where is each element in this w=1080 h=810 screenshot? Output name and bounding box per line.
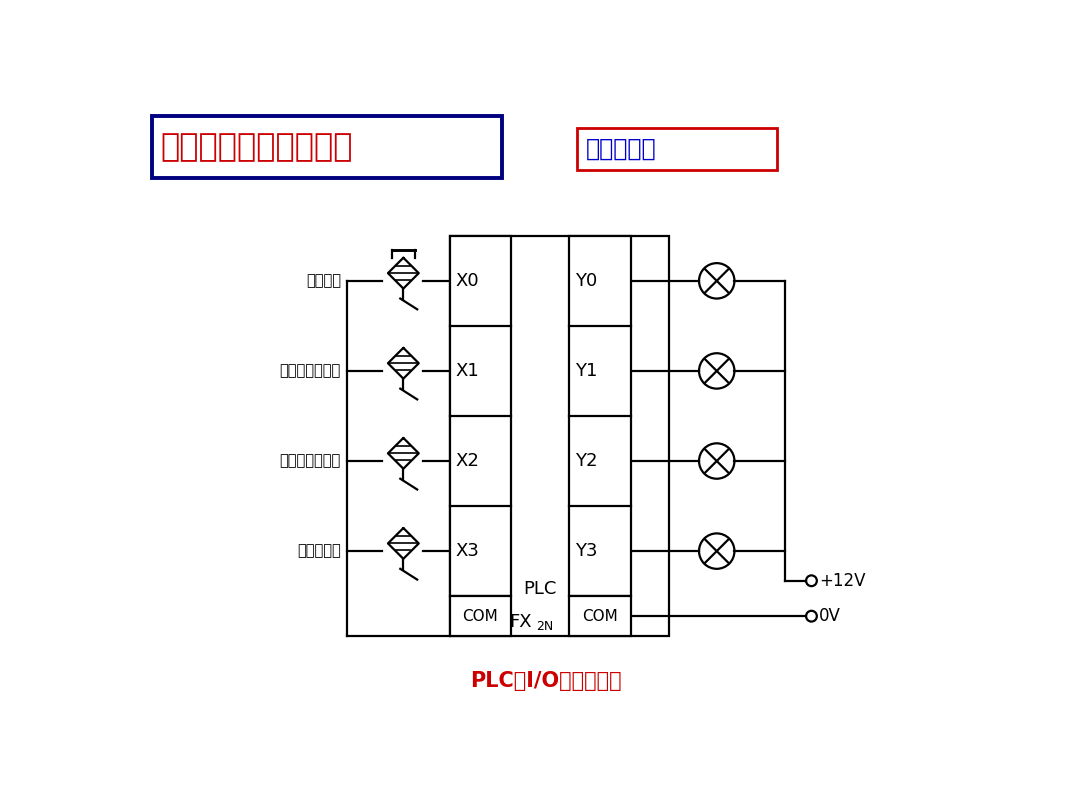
Text: X2: X2 — [456, 452, 480, 470]
Text: PLC: PLC — [524, 580, 556, 599]
Bar — [449, 596, 511, 636]
Text: 电容式接近开关: 电容式接近开关 — [280, 364, 341, 378]
Text: COM: COM — [462, 608, 498, 624]
Bar — [569, 596, 631, 636]
Text: +12V: +12V — [819, 572, 866, 590]
Text: 电感式接近开关: 电感式接近开关 — [280, 454, 341, 468]
Text: Y1: Y1 — [575, 362, 597, 380]
Text: 2N: 2N — [536, 620, 553, 633]
Text: 0V: 0V — [819, 608, 841, 625]
Bar — [569, 236, 631, 596]
Text: X1: X1 — [456, 362, 480, 380]
Text: 光电传感器: 光电传感器 — [297, 544, 341, 559]
Text: Y2: Y2 — [575, 452, 597, 470]
Text: Y3: Y3 — [575, 542, 597, 561]
Text: 表示接线信息的电气图: 表示接线信息的电气图 — [161, 132, 353, 163]
Text: Y0: Y0 — [575, 272, 597, 290]
Bar — [577, 128, 777, 170]
Text: PLC的I/O端子接线图: PLC的I/O端子接线图 — [470, 671, 622, 691]
Text: X0: X0 — [456, 272, 480, 290]
Text: 端子接线图: 端子接线图 — [585, 137, 657, 161]
Bar — [449, 236, 669, 636]
Text: X3: X3 — [456, 542, 480, 561]
Text: COM: COM — [582, 608, 618, 624]
Bar — [449, 236, 511, 596]
Bar — [151, 117, 502, 178]
Text: 磁性开关: 磁性开关 — [306, 273, 341, 288]
Text: FX: FX — [510, 612, 532, 630]
